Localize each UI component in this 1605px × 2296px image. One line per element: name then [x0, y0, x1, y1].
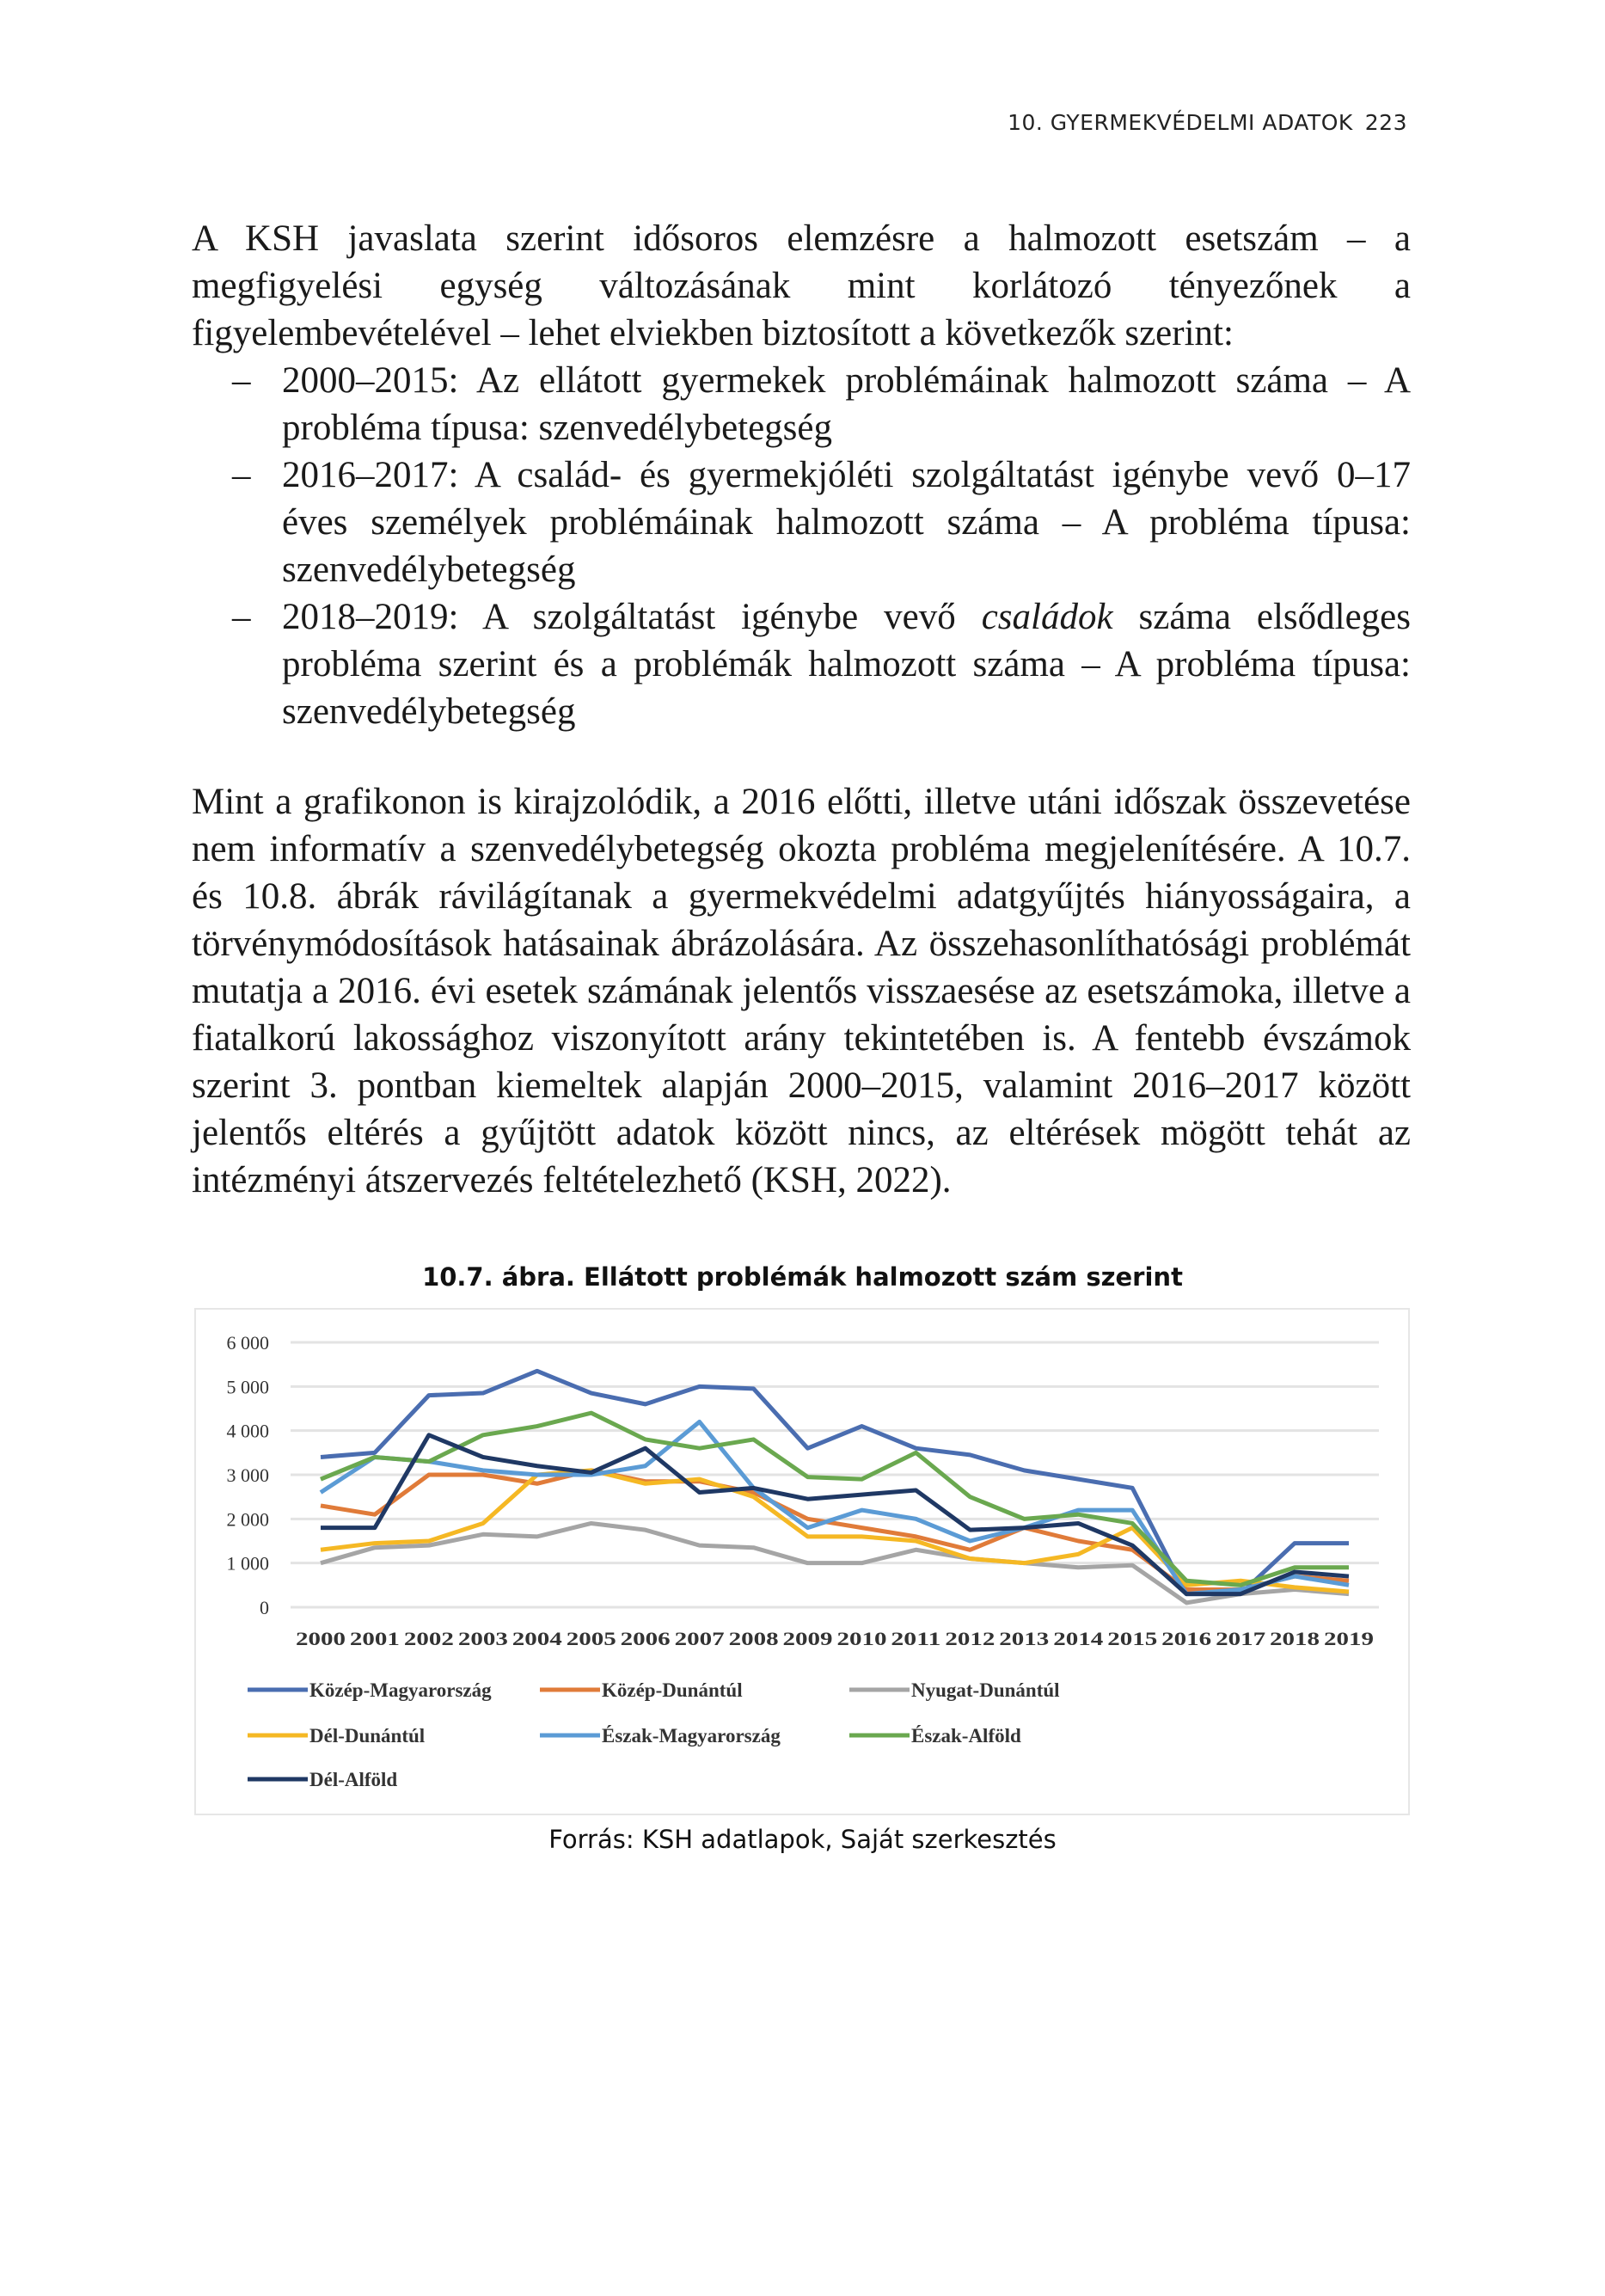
figure-source: Forrás: KSH adatlapok, Saját szerkesztés — [548, 1825, 1057, 1854]
list-item-text: 2000–2015: Az ellátott gyermekek problém… — [282, 360, 1411, 448]
x-tick-label: 2012 — [945, 1628, 995, 1649]
x-tick-label: 2007 — [675, 1628, 725, 1649]
x-tick-label: 2014 — [1053, 1628, 1103, 1649]
running-header: 10. GYERMEKVÉDELMI ADATOK 223 — [1008, 110, 1407, 135]
legend-label: Észak-Magyarország — [602, 1725, 781, 1747]
x-tick-label: 2018 — [1270, 1628, 1320, 1649]
x-tick-label: 2002 — [404, 1628, 454, 1649]
paragraph-1: A KSH javaslata szerint idősoros elemzés… — [192, 215, 1411, 735]
series-line — [320, 1368, 1349, 1597]
series-line — [320, 1520, 1350, 1605]
series-line — [319, 1419, 1350, 1597]
dash-list: 2000–2015: Az ellátott gyermekek problém… — [192, 357, 1411, 735]
series-line — [320, 1468, 1350, 1594]
y-tick-label: 1 000 — [227, 1553, 270, 1575]
legend-label: Nyugat-Dunántúl — [911, 1679, 1060, 1701]
series-line — [320, 1468, 1350, 1592]
list-item: 2018–2019: A szolgáltatást igénybe vevő … — [232, 593, 1411, 735]
x-tick-label: 2001 — [350, 1628, 400, 1649]
running-title: 10. GYERMEKVÉDELMI ADATOK — [1008, 110, 1353, 135]
legend-label: Közép-Magyarország — [309, 1679, 492, 1701]
x-tick-label: 2000 — [296, 1628, 346, 1649]
list-item-text: 2018–2019: A szolgáltatást igénybe vevő — [282, 597, 982, 637]
list-item: 2000–2015: Az ellátott gyermekek problém… — [232, 357, 1411, 451]
list-item-text: 2016–2017: A család- és gyermekjóléti sz… — [282, 455, 1411, 590]
y-tick-label: 4 000 — [227, 1421, 270, 1442]
y-tick-label: 2 000 — [227, 1508, 270, 1530]
x-tick-label: 2005 — [567, 1628, 616, 1649]
x-tick-label: 2008 — [729, 1628, 779, 1649]
legend-label: Dél-Dunántúl — [309, 1725, 425, 1747]
x-tick-label: 2019 — [1324, 1628, 1374, 1649]
x-tick-label: 2009 — [783, 1628, 833, 1649]
x-tick-label: 2015 — [1107, 1628, 1157, 1649]
page-number: 223 — [1364, 110, 1407, 135]
x-tick-label: 2006 — [621, 1628, 671, 1649]
figure-title: 10.7. ábra. Ellátott problémák halmozott… — [422, 1262, 1183, 1292]
x-tick-label: 2011 — [891, 1628, 940, 1649]
y-tick-label: 6 000 — [227, 1332, 270, 1354]
x-tick-label: 2004 — [512, 1628, 562, 1649]
paragraph-intro: A KSH javaslata szerint idősoros elemzés… — [192, 218, 1411, 353]
x-tick-label: 2016 — [1161, 1628, 1211, 1649]
series-line — [321, 1433, 1350, 1597]
y-tick-label: 3 000 — [227, 1464, 270, 1486]
legend-label: Észak-Alföld — [911, 1725, 1021, 1747]
legend-label: Dél-Alföld — [309, 1769, 397, 1790]
x-tick-label: 2010 — [836, 1628, 886, 1649]
x-tick-label: 2017 — [1216, 1628, 1265, 1649]
list-item-emphasis: családok — [981, 597, 1113, 637]
x-tick-label: 2013 — [999, 1628, 1049, 1649]
y-tick-label: 5 000 — [227, 1376, 270, 1397]
x-tick-label: 2003 — [458, 1628, 508, 1649]
list-item-text: száma elsődleges probléma szerint és a p… — [282, 597, 1411, 732]
paragraph-2: Mint a grafikonon is kirajzolódik, a 201… — [192, 778, 1411, 1204]
legend-label: Közép-Dunántúl — [602, 1679, 743, 1701]
list-item: 2016–2017: A család- és gyermekjóléti sz… — [232, 451, 1411, 593]
paragraph-2-text: Mint a grafikonon is kirajzolódik, a 201… — [192, 782, 1411, 1200]
y-tick-label: 0 — [260, 1597, 269, 1618]
series-line — [320, 1410, 1349, 1587]
